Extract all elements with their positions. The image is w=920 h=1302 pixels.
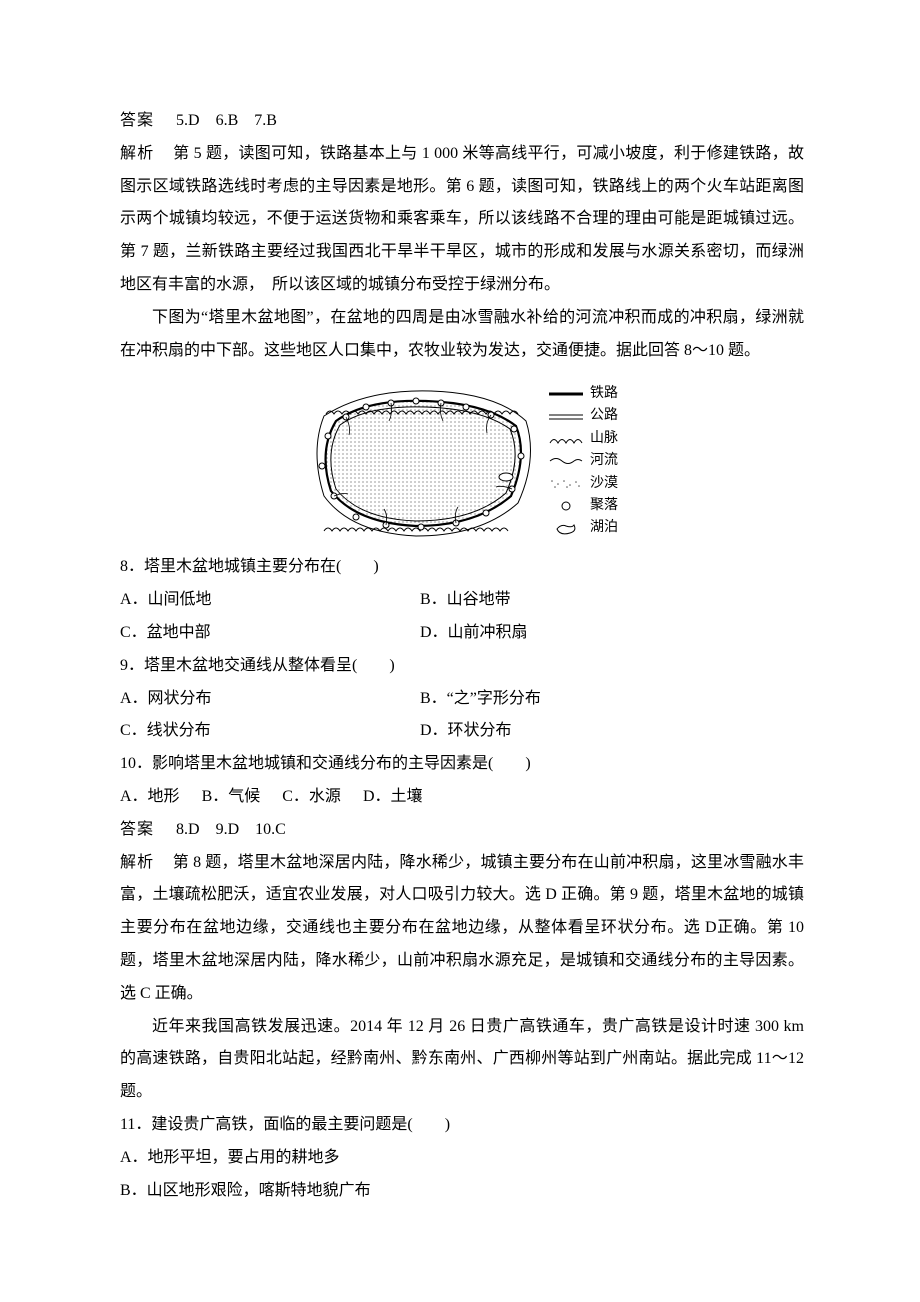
legend-lake: 湖泊 — [548, 517, 618, 539]
q10-options: A．地形 B．气候 C．水源 D．土壤 — [120, 781, 804, 814]
analysis-block-2: 解析 第 8 题，塔里木盆地深居内陆，降水稀少，城镇主要分布在山前冲积扇，这里冰… — [120, 847, 804, 1011]
q9-stem: 9．塔里木盆地交通线从整体看呈( ) — [120, 650, 804, 683]
q8-row1: A．山间低地 B．山谷地带 — [120, 584, 804, 617]
legend-mountain: 山脉 — [548, 428, 618, 450]
q11-stem: 11．建设贵广高铁，面临的最主要问题是( ) — [120, 1109, 804, 1142]
answer-text: 5.D 6.B 7.B — [176, 112, 277, 129]
q10-opt-d: D．土壤 — [363, 788, 423, 805]
answer-text-2: 8.D 9.D 10.C — [176, 821, 286, 838]
q8-opt-d: D．山前冲积扇 — [420, 617, 804, 650]
legend-label: 沙漠 — [590, 473, 618, 495]
map-legend: 铁路 公路 山脉 河流 沙漠 聚落 — [548, 383, 618, 540]
legend-settlement: 聚落 — [548, 495, 618, 517]
q11-opt-a: A．地形平坦，要占用的耕地多 — [120, 1142, 804, 1175]
q9-opt-c: C．线状分布 — [120, 715, 420, 748]
desert-icon — [548, 478, 584, 490]
q9-opt-b: B．“之”字形分布 — [420, 683, 804, 716]
q9-opt-a: A．网状分布 — [120, 683, 420, 716]
q10-opt-a: A．地形 — [120, 788, 180, 805]
legend-label: 公路 — [590, 405, 618, 427]
analysis-label: 解析 — [120, 145, 155, 162]
answer-block-1: 答案 5.D 6.B 7.B — [120, 105, 804, 138]
passage-2-intro: 下图为“塔里木盆地图”，在盆地的四周是由冰雪融水补给的河流冲积而成的冲积扇，绿洲… — [120, 302, 804, 368]
map-image — [306, 381, 536, 541]
railway-icon — [548, 389, 584, 399]
q11-opt-b: B．山区地形艰险，喀斯特地貌广布 — [120, 1175, 804, 1208]
legend-railway: 铁路 — [548, 383, 618, 405]
answer-block-2: 答案 8.D 9.D 10.C — [120, 814, 804, 847]
q10-stem: 10．影响塔里木盆地城镇和交通线分布的主导因素是( ) — [120, 748, 804, 781]
legend-label: 山脉 — [590, 428, 618, 450]
mountain-icon — [548, 433, 584, 445]
lake-icon — [548, 523, 584, 535]
legend-desert: 沙漠 — [548, 473, 618, 495]
q9-row2: C．线状分布 D．环状分布 — [120, 715, 804, 748]
road-icon — [548, 412, 584, 422]
river-icon — [548, 456, 584, 466]
analysis-block-1: 解析 第 5 题，读图可知，铁路基本上与 1 000 米等高线平行，可减小坡度，… — [120, 138, 804, 302]
analysis-label-2: 解析 — [120, 854, 154, 871]
q8-row2: C．盆地中部 D．山前冲积扇 — [120, 617, 804, 650]
settlement-icon — [548, 500, 584, 512]
legend-road: 公路 — [548, 405, 618, 427]
legend-label: 湖泊 — [590, 517, 618, 539]
q9-opt-d: D．环状分布 — [420, 715, 804, 748]
legend-label: 铁路 — [590, 383, 618, 405]
legend-label: 河流 — [590, 450, 618, 472]
legend-label: 聚落 — [590, 495, 618, 517]
answer-label-2: 答案 — [120, 821, 154, 838]
q10-opt-c: C．水源 — [282, 788, 341, 805]
q8-opt-b: B．山谷地带 — [420, 584, 804, 617]
figure-tarim-basin: 铁路 公路 山脉 河流 沙漠 聚落 — [120, 381, 804, 541]
q8-opt-c: C．盆地中部 — [120, 617, 420, 650]
analysis-text-1: 第 5 题，读图可知，铁路基本上与 1 000 米等高线平行，可减小坡度，利于修… — [120, 145, 804, 293]
answer-label: 答案 — [120, 112, 154, 129]
passage-3-intro: 近年来我国高铁发展迅速。2014 年 12 月 26 日贵广高铁通车，贵广高铁是… — [120, 1011, 804, 1109]
q8-opt-a: A．山间低地 — [120, 584, 420, 617]
q10-opt-b: B．气候 — [202, 788, 261, 805]
legend-river: 河流 — [548, 450, 618, 472]
analysis-text-2: 第 8 题，塔里木盆地深居内陆，降水稀少，城镇主要分布在山前冲积扇，这里冰雪融水… — [120, 854, 804, 1002]
q8-stem: 8．塔里木盆地城镇主要分布在( ) — [120, 551, 804, 584]
q9-row1: A．网状分布 B．“之”字形分布 — [120, 683, 804, 716]
